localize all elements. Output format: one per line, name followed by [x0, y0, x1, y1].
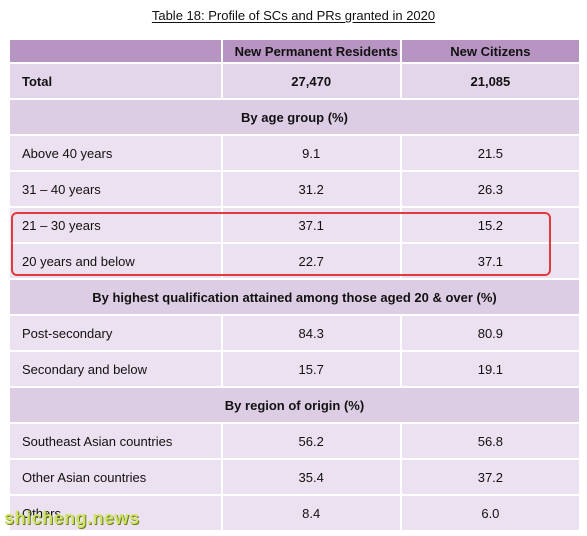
row-pr-value: 56.2 [222, 424, 400, 458]
total-label: Total [10, 64, 221, 98]
watermark: shicheng.news [4, 508, 140, 528]
header-row: New Permanent Residents New Citizens [10, 40, 579, 62]
row-citizens-value: 15.2 [401, 208, 579, 242]
row-pr-value: 9.1 [222, 136, 400, 170]
row-label: Secondary and below [10, 352, 221, 386]
header-blank [10, 40, 221, 62]
table-row: 21 – 30 years 37.1 15.2 [10, 208, 579, 242]
table-caption-text: Table 18: Profile of SCs and PRs granted… [151, 8, 436, 23]
profile-table: New Permanent Residents New Citizens Tot… [8, 38, 581, 532]
table-row: Post-secondary 84.3 80.9 [10, 316, 579, 350]
table-row: Above 40 years 9.1 21.5 [10, 136, 579, 170]
total-citizens: 21,085 [401, 64, 579, 98]
row-label: Post-secondary [10, 316, 221, 350]
section-row: By region of origin (%) [10, 388, 579, 422]
table-caption: Table 18: Profile of SCs and PRs granted… [0, 8, 587, 23]
table-row: 20 years and below 22.7 37.1 [10, 244, 579, 278]
row-pr-value: 31.2 [222, 172, 400, 206]
row-label: Above 40 years [10, 136, 221, 170]
total-row: Total 27,470 21,085 [10, 64, 579, 98]
table-row: Southeast Asian countries 56.2 56.8 [10, 424, 579, 458]
row-citizens-value: 19.1 [401, 352, 579, 386]
section-row: By age group (%) [10, 100, 579, 134]
row-pr-value: 15.7 [222, 352, 400, 386]
table-row: Secondary and below 15.7 19.1 [10, 352, 579, 386]
row-label: Other Asian countries [10, 460, 221, 494]
row-citizens-value: 56.8 [401, 424, 579, 458]
header-new-permanent-residents: New Permanent Residents [222, 40, 400, 62]
row-pr-value: 35.4 [222, 460, 400, 494]
row-citizens-value: 6.0 [401, 496, 579, 530]
row-label: 21 – 30 years [10, 208, 221, 242]
row-citizens-value: 26.3 [401, 172, 579, 206]
row-pr-value: 84.3 [222, 316, 400, 350]
table-row: Other Asian countries 35.4 37.2 [10, 460, 579, 494]
row-pr-value: 22.7 [222, 244, 400, 278]
row-pr-value: 8.4 [222, 496, 400, 530]
header-new-citizens: New Citizens [401, 40, 579, 62]
row-label: 31 – 40 years [10, 172, 221, 206]
row-citizens-value: 37.2 [401, 460, 579, 494]
row-label: 20 years and below [10, 244, 221, 278]
section-row: By highest qualification attained among … [10, 280, 579, 314]
row-citizens-value: 21.5 [401, 136, 579, 170]
section-title: By highest qualification attained among … [10, 280, 579, 314]
row-label: Others [10, 496, 221, 530]
section-title: By age group (%) [10, 100, 579, 134]
row-pr-value: 37.1 [222, 208, 400, 242]
row-label: Southeast Asian countries [10, 424, 221, 458]
section-title: By region of origin (%) [10, 388, 579, 422]
row-citizens-value: 80.9 [401, 316, 579, 350]
table-row: Others 8.4 6.0 [10, 496, 579, 530]
row-citizens-value: 37.1 [401, 244, 579, 278]
table-row: 31 – 40 years 31.2 26.3 [10, 172, 579, 206]
total-pr: 27,470 [222, 64, 400, 98]
